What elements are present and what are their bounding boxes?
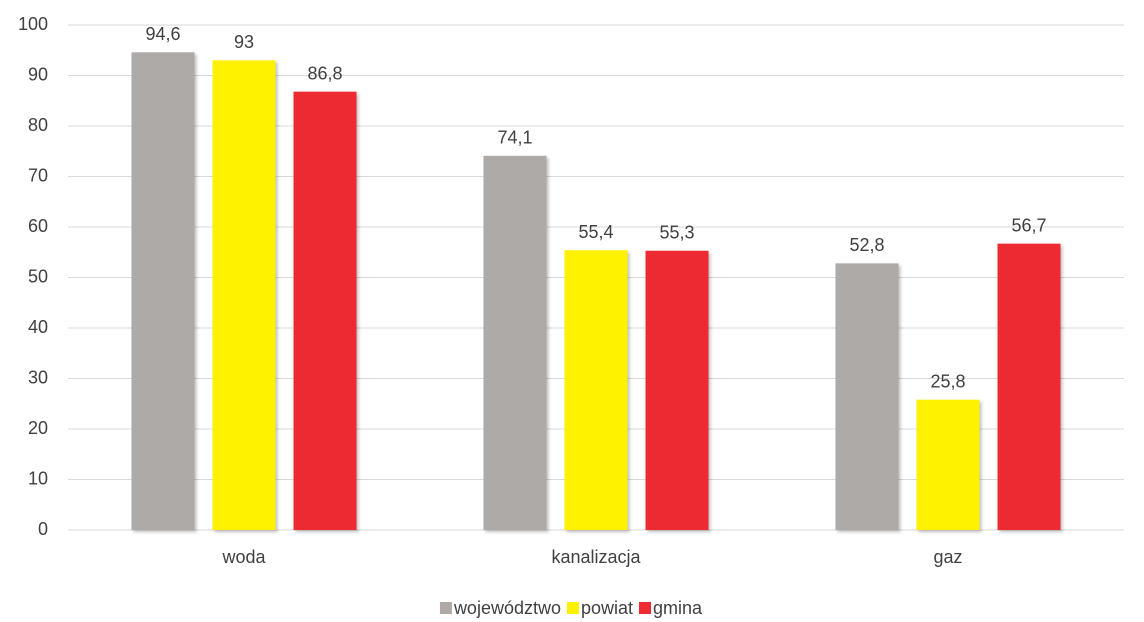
legend-label: powiat bbox=[581, 598, 633, 618]
legend-swatch bbox=[639, 602, 652, 614]
y-tick-label: 0 bbox=[38, 519, 48, 539]
legend-label: województwo bbox=[453, 598, 561, 618]
y-tick-label: 30 bbox=[28, 367, 48, 387]
bar bbox=[293, 91, 357, 530]
bar bbox=[916, 399, 980, 530]
y-tick-label: 20 bbox=[28, 418, 48, 438]
y-tick-label: 40 bbox=[28, 317, 48, 337]
data-label: 55,4 bbox=[578, 222, 613, 242]
data-label: 52,8 bbox=[849, 235, 884, 255]
legend-swatch bbox=[439, 602, 452, 614]
y-tick-label: 10 bbox=[28, 468, 48, 488]
data-label: 56,7 bbox=[1011, 215, 1046, 235]
legend-label: gmina bbox=[653, 598, 703, 618]
data-label: 25,8 bbox=[930, 371, 965, 391]
y-tick-label: 100 bbox=[18, 14, 48, 34]
y-tick-label: 80 bbox=[28, 115, 48, 135]
x-tick-label: gaz bbox=[933, 547, 962, 567]
bar bbox=[645, 250, 709, 531]
data-label: 94,6 bbox=[145, 24, 180, 44]
bar bbox=[997, 243, 1061, 531]
y-tick-label: 50 bbox=[28, 266, 48, 286]
x-tick-label: kanalizacja bbox=[551, 547, 641, 567]
y-tick-label: 60 bbox=[28, 216, 48, 236]
bar bbox=[483, 155, 547, 531]
bar bbox=[212, 60, 276, 530]
legend-swatch bbox=[567, 602, 579, 614]
data-label: 74,1 bbox=[497, 128, 532, 148]
bar bbox=[564, 250, 628, 531]
data-label: 93 bbox=[234, 32, 254, 52]
data-label: 55,3 bbox=[659, 222, 694, 242]
y-tick-label: 90 bbox=[28, 64, 48, 84]
bar bbox=[131, 52, 195, 531]
bar bbox=[835, 263, 899, 530]
x-tick-label: woda bbox=[221, 547, 266, 567]
y-tick-label: 70 bbox=[28, 165, 48, 185]
data-label: 86,8 bbox=[307, 63, 342, 83]
